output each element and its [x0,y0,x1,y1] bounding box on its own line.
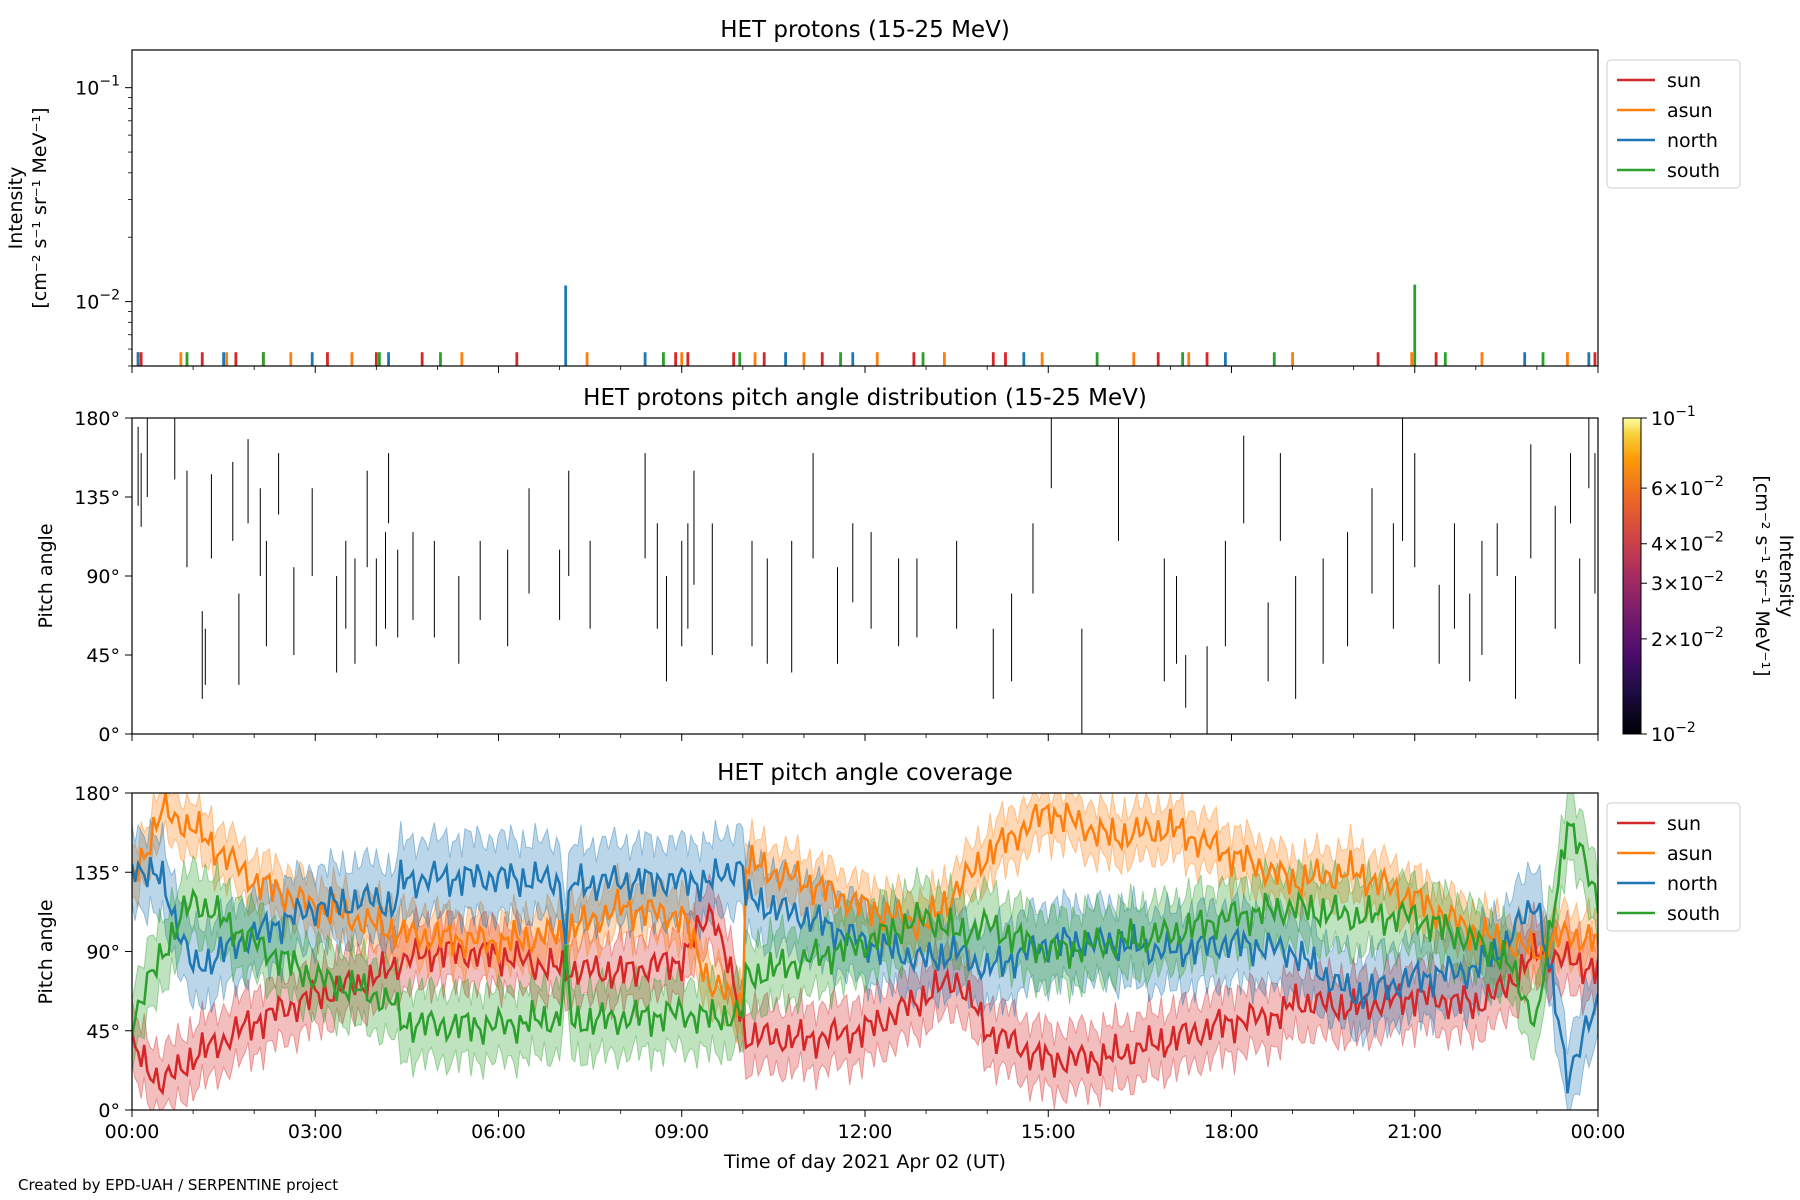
colorbar-tick-label: 3×10−2 [1651,569,1724,595]
panel-2-frame [131,417,1599,735]
y-tick-label: 45° [86,645,120,667]
legend-label-sun: sun [1667,70,1701,92]
x-tick-label: 09:00 [654,1121,709,1143]
x-tick-label: 00:00 [1571,1121,1626,1143]
y-tick-label: 180° [74,783,120,805]
band-north [132,818,1598,1110]
legend-box [1606,59,1741,189]
y-tick-label: 135° [74,862,120,884]
colorbar [1622,417,1642,735]
x-tick-label: 18:00 [1204,1121,1259,1143]
x-tick-label: 06:00 [471,1121,526,1143]
legend-label-north: north [1667,130,1718,152]
colorbar-tick-label: 2×10−2 [1651,625,1724,651]
y-tick-label: 0° [98,1100,120,1122]
x-tick-label: 00:00 [105,1121,160,1143]
colorbar-tick-label: 6×10−2 [1651,474,1724,500]
panel-title: HET pitch angle coverage [717,760,1013,786]
x-tick-label: 03:00 [288,1121,343,1143]
y-axis-label: Intensity [5,167,27,250]
colorbar-tick-label: 10−1 [1651,404,1696,430]
y-tick-label: 0° [98,724,120,746]
legend-label-south: south [1667,903,1720,925]
line-sun [132,901,1598,1096]
legend-label-south: south [1667,160,1720,182]
legend-box [1606,802,1741,932]
y-axis-label: Pitch angle [35,899,57,1004]
colorbar-label: [cm⁻² s⁻¹ sr⁻¹ MeV⁻¹] [1751,475,1773,676]
y-axis-label: Pitch angle [35,523,57,628]
y-tick-label: 90° [86,942,120,964]
line-north [132,856,1598,1094]
y-tick-label: 10−1 [75,74,120,100]
x-tick-label: 12:00 [838,1121,893,1143]
colorbar-label: Intensity [1775,535,1797,618]
panel-title: HET protons (15-25 MeV) [720,17,1010,43]
colorbar-tick-label: 10−2 [1651,720,1696,746]
y-tick-label: 135° [74,487,120,509]
x-axis-label: Time of day 2021 Apr 02 (UT) [723,1151,1006,1173]
x-tick-label: 15:00 [1021,1121,1076,1143]
legend-label-asun: asun [1667,100,1713,122]
credit-text: Created by EPD-UAH / SERPENTINE project [18,1176,338,1194]
y-tick-label: 45° [86,1021,120,1043]
band-sun [132,872,1598,1110]
coverage-plot [132,793,1598,1110]
legend-label-sun: sun [1667,813,1701,835]
y-tick-label: 180° [74,408,120,430]
colorbar-tick-label: 4×10−2 [1651,530,1724,556]
y-axis-label: [cm⁻² s⁻¹ sr⁻¹ MeV⁻¹] [29,107,51,308]
legend-label-asun: asun [1667,843,1713,865]
y-tick-label: 10−2 [75,288,120,314]
y-tick-label: 90° [86,566,120,588]
panel-title: HET protons pitch angle distribution (15… [583,385,1147,411]
line-south [132,820,1598,1045]
x-tick-label: 21:00 [1387,1121,1442,1143]
line-asun [132,793,1598,1018]
panel-1-frame [131,49,1599,367]
legend-label-north: north [1667,873,1718,895]
